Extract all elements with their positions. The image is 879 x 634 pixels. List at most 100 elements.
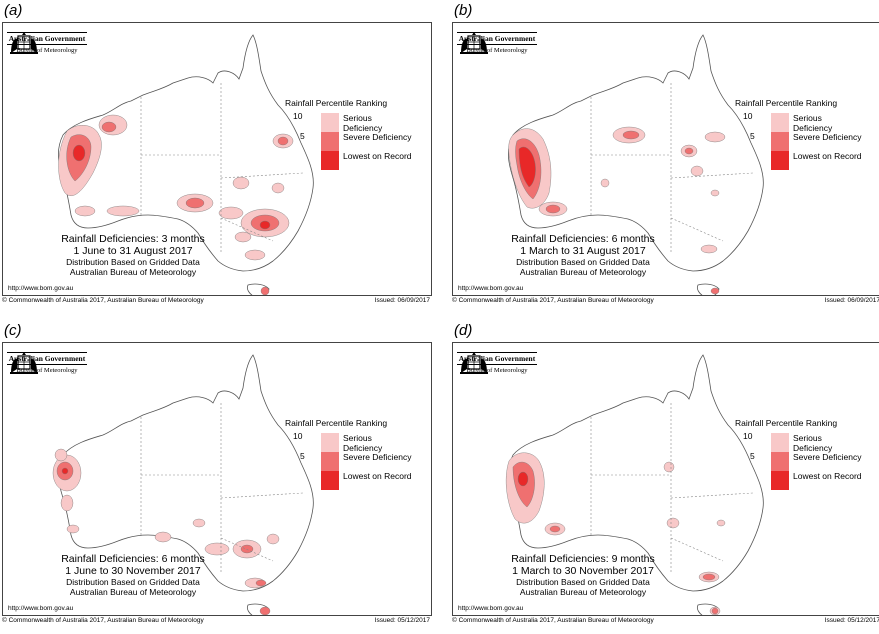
- legend-swatch: [771, 452, 789, 471]
- government-title: Australian Government: [7, 32, 87, 45]
- mainland-outline: [508, 34, 764, 272]
- deficiency-region: [260, 286, 270, 295]
- legend-label: Severe Deficiency: [343, 452, 412, 462]
- deficiency-region: [240, 544, 254, 554]
- tasmania-outline: [247, 283, 270, 295]
- bureau-name: Bureau of Meteorology: [16, 47, 78, 54]
- panel-letter: (d): [454, 322, 473, 339]
- copyright-notice: © Commonwealth of Australia 2017, Austra…: [452, 617, 654, 624]
- deficiency-region: [663, 461, 675, 473]
- legend-label: Serious Deficiency: [343, 113, 383, 133]
- deficiency-region: [711, 607, 719, 615]
- caption-source: Australian Bureau of Meteorology: [519, 587, 647, 597]
- legend-tick: 5: [300, 451, 305, 461]
- australia-map: [508, 34, 764, 295]
- deficiency-region: [232, 176, 250, 190]
- deficiency-region: [666, 517, 680, 529]
- deficiency-region: [704, 131, 726, 143]
- deficiency-region: [218, 206, 244, 220]
- deficiency-region: [277, 136, 289, 146]
- issued-date: Issued: 05/12/2017: [824, 617, 879, 624]
- deficiency-region: [204, 542, 230, 556]
- panel-letter: (c): [4, 322, 22, 339]
- bureau-name: Bureau of Meteorology: [16, 367, 78, 374]
- bom-logo: Australian Government Bureau of Meteorol…: [7, 31, 87, 54]
- map-panel-c: (c) Australian Government Bureau of Mete…: [2, 322, 432, 634]
- bom-url: http://www.bom.gov.au: [458, 285, 524, 292]
- legend-tick: 5: [750, 451, 755, 461]
- deficiency-region: [710, 189, 720, 197]
- state-border: [670, 537, 724, 562]
- coat-of-arms-icon: [10, 32, 38, 54]
- map-caption: Rainfall Deficiencies: 6 months 1 March …: [483, 233, 683, 277]
- bureau-name: Bureau of Meteorology: [466, 47, 528, 54]
- caption-period: 1 March to 31 August 2017: [520, 245, 646, 257]
- government-title: Australian Government: [7, 352, 87, 365]
- map-panel-a: (a) Australian Government Bureau of Mete…: [2, 2, 432, 314]
- bureau-name: Bureau of Meteorology: [466, 367, 528, 374]
- deficiency-region: [192, 518, 206, 528]
- legend-label: Serious Deficiency: [793, 433, 833, 453]
- caption-source: Australian Bureau of Meteorology: [69, 267, 197, 277]
- coat-of-arms-icon: [460, 32, 488, 54]
- map-frame: Australian Government Bureau of Meteorol…: [2, 22, 432, 296]
- copyright-notice: © Commonwealth of Australia 2017, Austra…: [2, 297, 204, 304]
- map-caption: Rainfall Deficiencies: 3 months 1 June t…: [33, 233, 233, 277]
- bom-logo: Australian Government Bureau of Meteorol…: [7, 351, 87, 374]
- legend-label: Lowest on Record: [793, 151, 862, 161]
- deficiency-region: [549, 525, 561, 533]
- state-border: [220, 217, 274, 242]
- state-border: [220, 537, 274, 562]
- panel-letter: (b): [454, 2, 473, 19]
- caption-source: Australian Bureau of Meteorology: [519, 267, 647, 277]
- deficiency-region: [66, 524, 80, 534]
- caption-method: Distribution Based on Gridded Data: [516, 257, 650, 267]
- legend-label: Lowest on Record: [343, 471, 412, 481]
- deficiency-region: [518, 146, 536, 188]
- legend-tick: 10: [743, 111, 753, 121]
- deficiency-region: [74, 205, 96, 217]
- deficiency-region: [710, 287, 720, 295]
- tasmania-outline: [697, 603, 720, 615]
- legend-swatch: [771, 151, 789, 170]
- deficiency-region: [54, 448, 68, 462]
- caption-period: 1 June to 30 November 2017: [65, 565, 201, 577]
- map-frame: Australian Government Bureau of Meteorol…: [452, 22, 879, 296]
- government-title: Australian Government: [457, 32, 537, 45]
- legend-swatch: [321, 471, 339, 490]
- deficiency-region: [185, 197, 205, 209]
- deficiency-region: [106, 205, 140, 217]
- bom-logo: Australian Government Bureau of Meteorol…: [457, 31, 537, 54]
- legend-tick: 10: [293, 111, 303, 121]
- deficiency-region: [61, 467, 69, 475]
- australia-map: [52, 354, 314, 615]
- legend-tick: 10: [293, 431, 303, 441]
- state-border: [220, 172, 304, 179]
- deficiency-region: [234, 231, 252, 243]
- government-title: Australian Government: [457, 352, 537, 365]
- legend-label: Serious Deficiency: [343, 433, 383, 453]
- legend-swatch: [321, 132, 339, 151]
- mainland-outline: [508, 354, 764, 592]
- tasmania-outline: [247, 603, 270, 615]
- deficiency-region: [60, 494, 74, 512]
- legend-swatch: [771, 471, 789, 490]
- caption-method: Distribution Based on Gridded Data: [66, 257, 200, 267]
- deficiency-region: [517, 471, 529, 487]
- map-caption: Rainfall Deficiencies: 9 months 1 March …: [483, 553, 683, 597]
- bom-logo: Australian Government Bureau of Meteorol…: [457, 351, 537, 374]
- deficiency-region: [154, 531, 172, 543]
- legend-title: Rainfall Percentile Ranking: [735, 98, 838, 108]
- deficiency-region: [271, 182, 285, 194]
- deficiency-region: [700, 244, 718, 254]
- deficiency-region: [702, 573, 716, 581]
- deficiency-region: [622, 130, 640, 140]
- map-frame: Australian Government Bureau of Meteorol…: [2, 342, 432, 616]
- map-panel-d: (d) Australian Government Bureau of Mete…: [452, 322, 879, 634]
- deficiency-region: [690, 165, 704, 177]
- caption-title: Rainfall Deficiencies: 6 months: [61, 553, 205, 565]
- caption-period: 1 June to 31 August 2017: [73, 245, 193, 257]
- copyright-notice: © Commonwealth of Australia 2017, Austra…: [452, 297, 654, 304]
- legend-tick: 5: [750, 131, 755, 141]
- issued-date: Issued: 06/09/2017: [374, 297, 430, 304]
